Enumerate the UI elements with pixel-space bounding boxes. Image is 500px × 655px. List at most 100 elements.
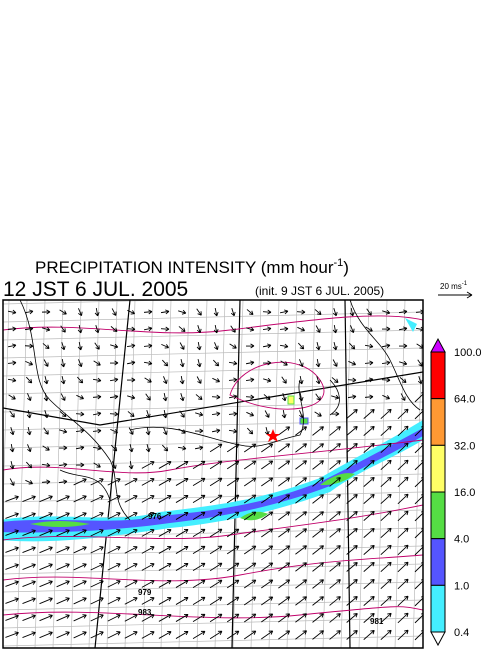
wind-arrow <box>346 443 358 453</box>
wind-arrow <box>158 511 172 520</box>
rain-cell <box>299 417 309 425</box>
wind-arrow <box>158 562 172 571</box>
wind-arrow <box>295 494 307 504</box>
wind-arrow <box>143 326 153 332</box>
wind-arrow <box>397 629 409 641</box>
wind-arrow <box>278 613 291 623</box>
wind-arrow <box>261 477 274 487</box>
wind-arrow <box>228 377 238 383</box>
wind-arrow <box>175 596 189 605</box>
wind-arrow <box>299 410 304 419</box>
wind-arrow <box>278 494 291 504</box>
wind-arrow <box>414 630 423 641</box>
wind-arrow <box>414 460 423 471</box>
wind-arrow <box>93 462 101 468</box>
wind-arrow <box>261 511 274 521</box>
wind-arrow <box>279 326 289 332</box>
wind-scale-head <box>466 291 473 299</box>
wind-arrow <box>312 511 324 521</box>
wind-arrow <box>75 411 85 417</box>
wind-arrow <box>261 545 274 555</box>
wind-arrow <box>73 580 87 588</box>
wind-arrow <box>295 528 307 538</box>
wind-arrow <box>243 630 257 640</box>
wind-arrow <box>295 477 307 487</box>
wind-arrow <box>192 460 206 470</box>
wind-arrow <box>27 393 32 402</box>
wind-arrow <box>128 444 134 453</box>
wind-arrow <box>281 409 287 419</box>
wind-arrow <box>211 428 221 434</box>
wind-arrow <box>5 563 19 570</box>
wind-arrow <box>196 325 202 334</box>
wind-arrow <box>346 511 358 521</box>
wind-arrow <box>179 359 185 368</box>
wind-arrow <box>312 460 324 470</box>
wind-arrow <box>24 343 34 349</box>
wind-arrow <box>264 410 270 418</box>
wind-arrow <box>77 324 83 334</box>
wind-arrow <box>315 376 321 385</box>
wind-arrow <box>145 393 151 401</box>
wind-arrow <box>90 580 104 588</box>
grid-line <box>3 581 423 593</box>
wind-arrow <box>363 510 375 521</box>
grid-line <box>304 300 316 648</box>
wind-arrow <box>329 494 341 504</box>
wind-arrow <box>414 613 423 624</box>
wind-arrow <box>246 326 255 332</box>
wind-arrow <box>417 359 423 367</box>
wind-arrow <box>58 462 68 468</box>
wind-arrow <box>196 359 202 368</box>
rain-cell <box>287 395 295 405</box>
wind-arrow <box>332 342 338 351</box>
wind-arrow <box>399 360 408 366</box>
wind-arrow <box>109 360 119 366</box>
wind-arrow <box>107 563 121 571</box>
wind-arrow <box>5 597 19 604</box>
wind-arrow <box>380 612 392 624</box>
wind-arrow <box>26 426 32 436</box>
grid-line <box>3 635 423 647</box>
grid-line <box>250 300 262 648</box>
wind-arrow <box>127 309 135 315</box>
wind-arrow <box>39 631 53 639</box>
wind-arrow <box>158 460 172 469</box>
wind-arrow <box>141 529 155 537</box>
wind-arrow <box>27 444 32 453</box>
wind-arrow <box>179 375 185 385</box>
rain-heavy <box>30 473 355 527</box>
wind-arrow <box>56 512 70 520</box>
wind-arrow <box>329 613 341 623</box>
wind-arrow <box>141 512 155 520</box>
colorbar-label: 16.0 <box>454 487 475 499</box>
wind-arrow <box>243 460 257 470</box>
wind-arrow <box>73 546 87 554</box>
isobar-label: 983 <box>138 608 152 617</box>
wind-arrow <box>43 392 49 402</box>
wind-arrow <box>5 580 19 587</box>
wind-arrow <box>43 410 49 419</box>
wind-arrow <box>363 459 375 470</box>
location-star <box>266 429 280 442</box>
wind-arrow <box>349 307 355 317</box>
colorbar-segment <box>430 444 446 493</box>
wind-arrow <box>414 409 423 420</box>
wind-arrow <box>381 326 391 332</box>
wind-arrow <box>397 425 409 437</box>
wind-arrow <box>90 495 104 503</box>
wind-arrow <box>380 561 392 573</box>
wind-arrow <box>5 631 19 638</box>
wind-arrow <box>41 462 51 468</box>
wind-arrow <box>312 596 324 606</box>
wind-arrow <box>312 545 324 555</box>
wind-arrow <box>414 511 423 522</box>
wind-arrow <box>78 308 83 317</box>
wind-arrow <box>25 376 33 384</box>
colorbar-label: 32.0 <box>454 440 475 452</box>
wind-arrow <box>160 309 170 315</box>
wind-arrow <box>56 546 70 554</box>
wind-arrow <box>399 377 407 384</box>
wind-arrow <box>278 579 291 589</box>
